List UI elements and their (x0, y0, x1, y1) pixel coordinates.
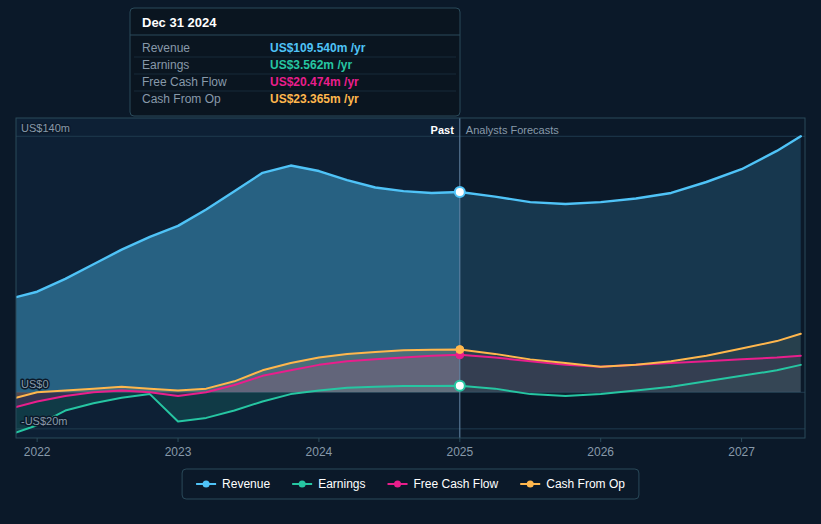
x-tick (600, 438, 601, 442)
grid-line (16, 136, 805, 137)
plot-frame (16, 118, 805, 438)
x-tick (37, 438, 38, 442)
tooltip-divider (130, 35, 460, 36)
tooltip-row-label: Free Cash Flow (142, 75, 227, 89)
tooltip: Dec 31 2024 Revenue US$109.540m /yr Earning… (130, 8, 460, 116)
legend-item: Revenue (196, 477, 270, 491)
x-tick (459, 438, 460, 442)
legend-item: Free Cash Flow (388, 477, 499, 491)
y-tick-label: US$140m (21, 122, 70, 134)
legend-label: Revenue (222, 477, 270, 491)
plot-area (16, 136, 801, 432)
legend-box (182, 469, 639, 499)
legend-item: Earnings (292, 477, 365, 491)
legend-label: Free Cash Flow (414, 477, 499, 491)
tooltip-row-value: US$20.474m /yr (270, 75, 359, 89)
x-tick-label: 2025 (446, 445, 473, 459)
tooltip-row-label: Earnings (142, 58, 189, 72)
plot-background (16, 118, 805, 438)
tooltip-row-value: US$109.540m /yr (270, 41, 366, 55)
tooltip-row-label: Revenue (142, 41, 190, 55)
x-tick-label: 2026 (587, 445, 614, 459)
legend-swatch-dot (299, 481, 306, 488)
legend-label: Earnings (318, 477, 365, 491)
divider-dot (455, 187, 465, 197)
divider-dot (456, 346, 464, 354)
x-tick (741, 438, 742, 442)
x-tick-label: 2022 (24, 445, 51, 459)
tooltip-row-label: Cash From Op (142, 92, 221, 106)
legend-swatch-dot (527, 481, 534, 488)
x-tick (178, 438, 179, 442)
series-line (16, 334, 801, 398)
y-tick-label: -US$20m (21, 415, 67, 427)
series-line (16, 355, 801, 407)
tooltip-box (130, 8, 460, 116)
forecast-label: Analysts Forecasts (466, 124, 559, 136)
series-line (16, 365, 801, 433)
x-tick-label: 2024 (306, 445, 333, 459)
chart: Past Analysts Forecasts -US$20m US$0 US$140m… (0, 0, 821, 524)
past-label: Past (431, 124, 455, 136)
tooltip-row-value: US$3.562m /yr (270, 58, 352, 72)
y-tick-label: US$0 (21, 378, 49, 390)
x-tick (318, 438, 319, 442)
area-fill-future (460, 334, 801, 398)
series-line (16, 136, 801, 297)
x-tick-label: 2023 (165, 445, 192, 459)
legend-label: Cash From Op (546, 477, 625, 491)
legend-swatch-dot (203, 481, 210, 488)
area-future-group (460, 334, 801, 398)
tooltip-row-value: US$23.365m /yr (270, 92, 359, 106)
divider-dot (455, 381, 465, 391)
x-tick-label: 2027 (728, 445, 755, 459)
area-past-group (16, 334, 460, 398)
grid-line (16, 428, 805, 429)
legend: Revenue Earnings Free Cash Flow Cash From O… (182, 469, 639, 499)
legend-swatch-dot (394, 481, 401, 488)
tooltip-title: Dec 31 2024 (142, 15, 217, 30)
legend-item: Cash From Op (520, 477, 625, 491)
area-fill-past (16, 334, 460, 398)
